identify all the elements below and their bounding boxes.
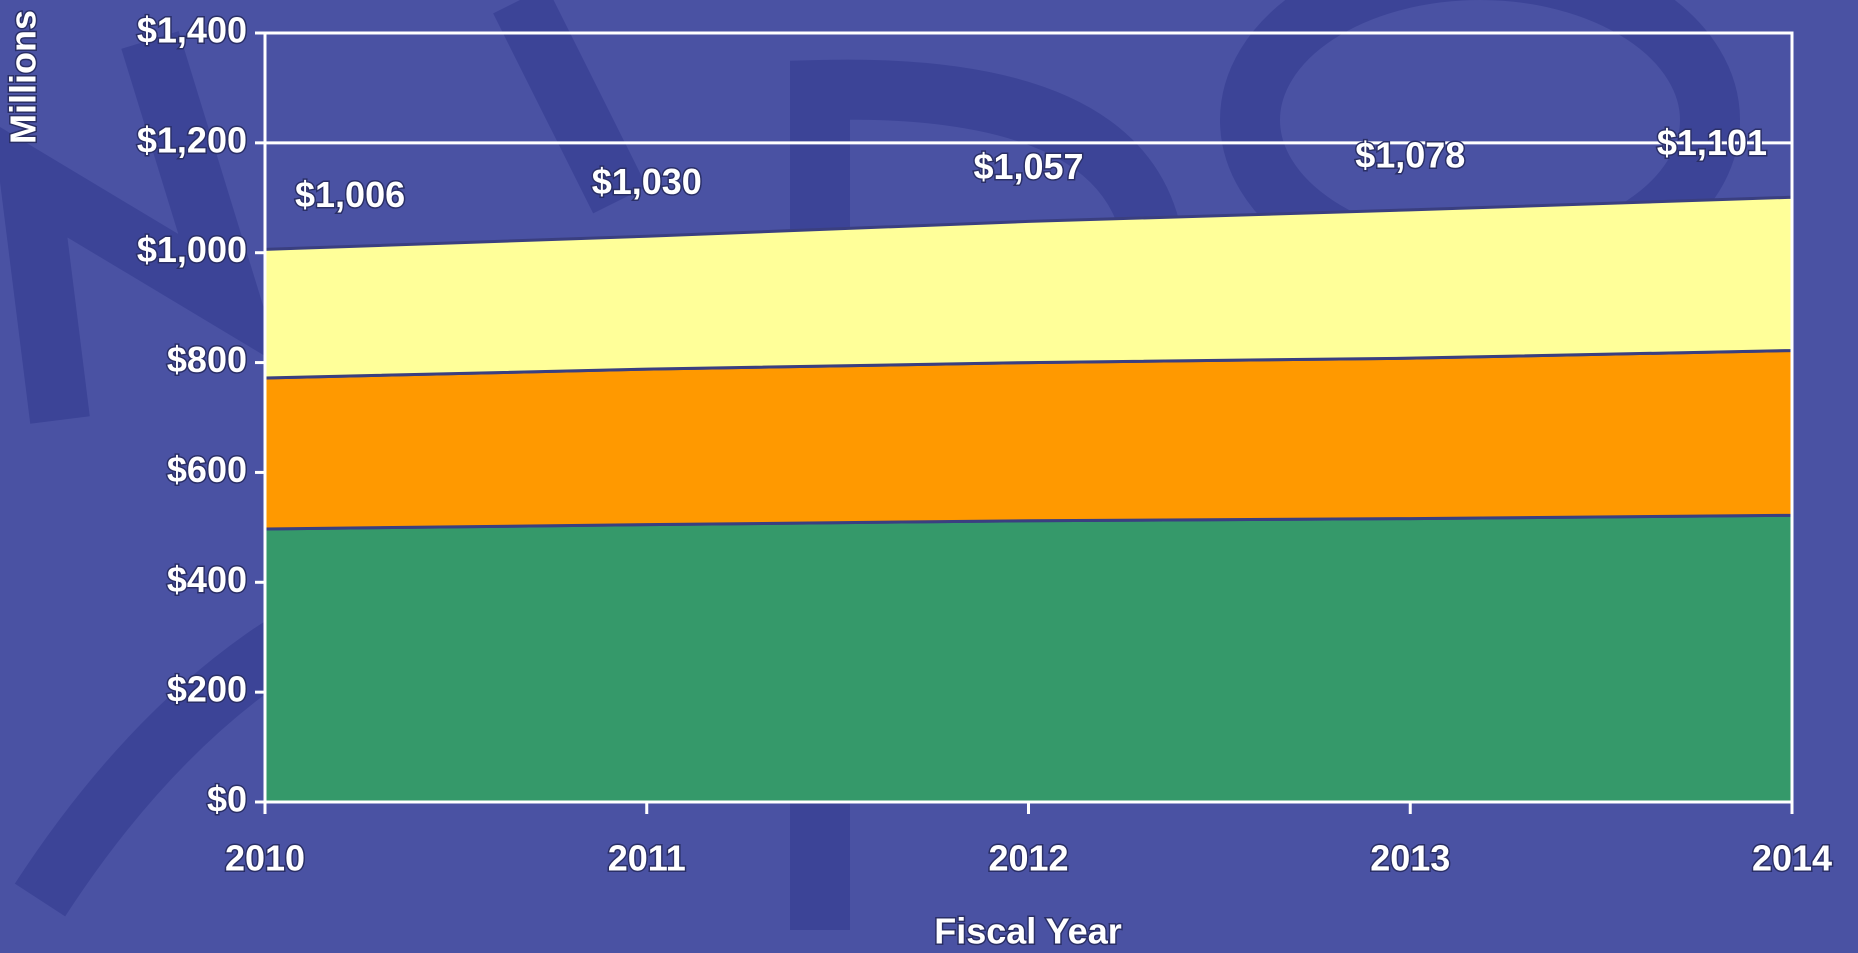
x-tick-label: 2014 xyxy=(1752,838,1832,879)
x-axis-label: Fiscal Year xyxy=(934,911,1122,952)
y-tick-label: $800 xyxy=(167,339,247,380)
area xyxy=(263,513,1794,804)
area xyxy=(263,348,1794,531)
x-tick-label: 2011 xyxy=(608,838,686,879)
total-label: $1,101 xyxy=(1657,122,1767,163)
total-label: $1,030 xyxy=(592,161,702,202)
y-axis-label: Millions xyxy=(3,10,44,144)
total-label: $1,078 xyxy=(1355,134,1465,175)
total-label: $1,006 xyxy=(295,174,405,215)
x-tick-label: 2010 xyxy=(225,838,305,879)
y-tick-label: $0 xyxy=(207,779,247,820)
y-tick-label: $600 xyxy=(167,449,247,490)
y-tick-label: $400 xyxy=(167,559,247,600)
y-tick-label: $200 xyxy=(167,669,247,710)
y-tick-label: $1,400 xyxy=(137,10,247,51)
area xyxy=(263,195,1794,380)
x-tick-label: 2013 xyxy=(1370,838,1450,879)
y-tick-label: $1,200 xyxy=(137,119,247,160)
y-tick-label: $1,000 xyxy=(137,229,247,270)
total-label: $1,057 xyxy=(973,146,1083,187)
x-tick-label: 2012 xyxy=(988,838,1068,879)
